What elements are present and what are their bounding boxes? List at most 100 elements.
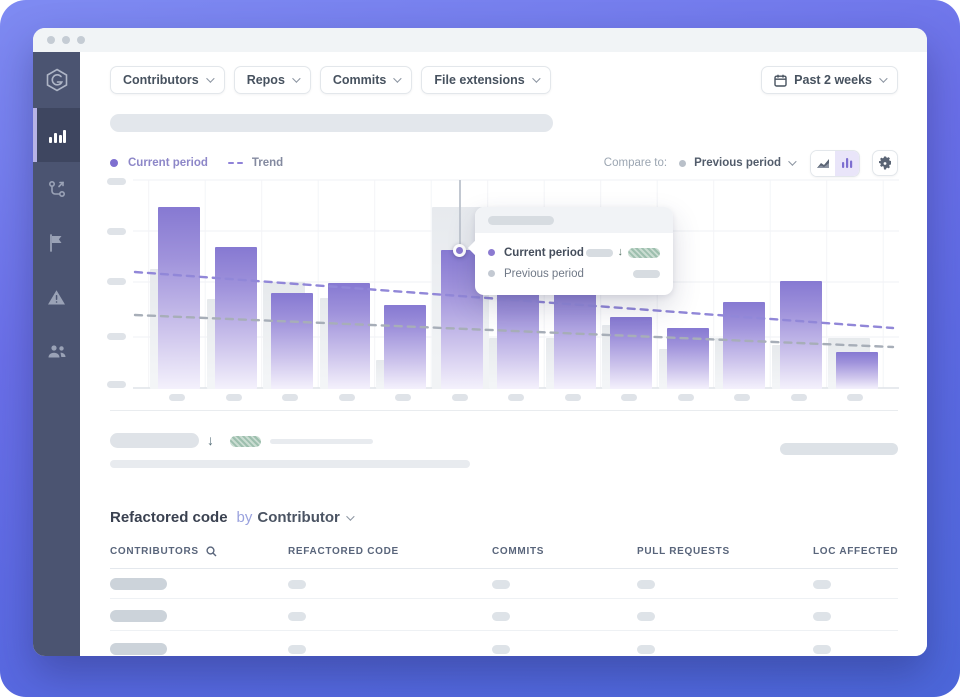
tooltip-previous-label: Previous period (504, 267, 584, 280)
filter-file-extensions-button[interactable]: File extensions (421, 66, 551, 94)
flag-icon (48, 234, 65, 252)
cell-skeleton (813, 579, 831, 589)
column-header-commits[interactable]: COMMITS (492, 546, 545, 557)
chevron-down-icon (879, 74, 888, 83)
warning-triangle-icon (47, 289, 66, 306)
column-header-pull-requests[interactable]: PULL REQUESTS (637, 546, 730, 557)
chevron-down-icon (292, 74, 301, 83)
chevron-down-icon (393, 74, 403, 83)
x-tick-skeleton (847, 394, 863, 401)
gear-icon (879, 156, 891, 170)
tooltip-header (475, 207, 673, 233)
table-row[interactable] (110, 610, 898, 622)
y-tick-skeleton (107, 381, 126, 388)
summary-value-skeleton (110, 433, 199, 448)
legend-current-period: Current period (128, 157, 208, 169)
x-tick-skeleton (282, 394, 298, 401)
bar-current-period[interactable] (271, 293, 313, 389)
bar-current-period[interactable] (327, 283, 370, 389)
down-arrow-icon: ↓ (207, 432, 214, 448)
filter-label: File extensions (434, 73, 525, 87)
sidebar-item-analytics[interactable] (33, 108, 80, 162)
previous-period-dot-icon (488, 270, 495, 277)
filter-label: Repos (246, 73, 285, 87)
bar-current-period[interactable] (836, 352, 878, 389)
row-divider (110, 630, 898, 631)
chevron-down-icon[interactable] (788, 157, 797, 166)
section-by-label: by (236, 509, 253, 526)
cell-skeleton (110, 610, 167, 622)
table-row[interactable] (110, 578, 898, 590)
sidebar-item-flags[interactable] (33, 216, 80, 270)
sidebar (33, 52, 80, 656)
sidebar-item-team[interactable] (33, 324, 80, 378)
tooltip-current-label: Current period (504, 246, 584, 259)
window-titlebar (33, 28, 927, 52)
filter-repos-button[interactable]: Repos (233, 66, 311, 94)
legend-trend: Trend (251, 157, 284, 169)
y-tick-skeleton (107, 278, 126, 285)
column-header-refactored-code[interactable]: REFACTORED CODE (288, 546, 399, 557)
cell-skeleton (637, 611, 655, 621)
hover-marker (453, 243, 466, 257)
cell-skeleton (813, 644, 831, 654)
bar-current-period[interactable] (214, 247, 257, 389)
sidebar-item-logo[interactable] (33, 52, 80, 108)
hover-line (458, 180, 461, 250)
chevron-down-icon (346, 511, 355, 521)
window-dot[interactable] (62, 36, 70, 44)
chart-settings-button[interactable] (872, 150, 898, 176)
tooltip-value-skeleton (633, 269, 660, 278)
table-header-row: CONTRIBUTORS REFACTORED CODE COMMITS PUL… (110, 544, 898, 560)
sidebar-item-alerts[interactable] (33, 270, 80, 324)
chart-controls-row: Current period Trend Compare to: Previou… (110, 149, 898, 177)
search-icon[interactable] (206, 546, 217, 557)
bar-current-period[interactable] (553, 284, 596, 389)
cell-skeleton (813, 611, 831, 621)
tooltip-row-current: Current period ↓ (488, 242, 660, 263)
trend-dash-icon (227, 161, 243, 165)
y-tick-skeleton (107, 333, 126, 340)
y-tick-skeleton (107, 228, 126, 235)
x-tick-skeleton (677, 394, 694, 401)
x-tick-skeleton (734, 394, 750, 401)
x-tick-skeleton (790, 394, 807, 401)
cell-skeleton (288, 579, 306, 589)
brand-logo-icon (44, 67, 70, 93)
bar-current-period[interactable] (497, 283, 539, 389)
current-period-dot-icon (110, 159, 118, 167)
x-tick-skeleton (225, 394, 242, 401)
tooltip-change-skeleton (628, 247, 660, 258)
window-dot[interactable] (77, 36, 85, 44)
bar-current-period[interactable] (779, 281, 822, 389)
x-tick-skeleton (169, 394, 185, 401)
cell-skeleton (288, 644, 306, 654)
compare-to-label: Compare to: (603, 157, 668, 169)
bar-current-period[interactable] (158, 207, 200, 389)
bar-current-period[interactable] (384, 305, 426, 389)
bar-chart-icon (48, 127, 66, 143)
sidebar-item-commits[interactable] (33, 162, 80, 216)
cell-skeleton (637, 579, 655, 589)
calendar-icon (774, 74, 787, 87)
cell-skeleton (492, 579, 510, 589)
bar-current-period[interactable] (666, 328, 709, 389)
area-chart-toggle-button[interactable] (811, 150, 835, 176)
column-header-loc-affected[interactable]: LOC AFFECTED (813, 546, 899, 557)
filter-commits-button[interactable]: Commits (319, 66, 413, 94)
group-by-select[interactable]: Contributor (257, 509, 355, 526)
cell-skeleton (492, 611, 510, 621)
filter-contributors-button[interactable]: Contributors (110, 66, 225, 94)
table-row[interactable] (110, 643, 898, 655)
summary-text-skeleton (110, 460, 470, 468)
date-range-label: Past 2 weeks (794, 73, 872, 87)
bar-current-period[interactable] (610, 317, 652, 389)
current-period-dot-icon (488, 249, 495, 256)
bar-chart-toggle-button[interactable] (835, 150, 859, 176)
bar-current-period[interactable] (723, 302, 765, 389)
bar-chart-icon (842, 158, 853, 168)
compare-select[interactable]: Previous period (694, 157, 781, 169)
date-range-button[interactable]: Past 2 weeks (761, 66, 898, 94)
window-dot[interactable] (47, 36, 55, 44)
column-header-contributors[interactable]: CONTRIBUTORS (110, 546, 217, 557)
